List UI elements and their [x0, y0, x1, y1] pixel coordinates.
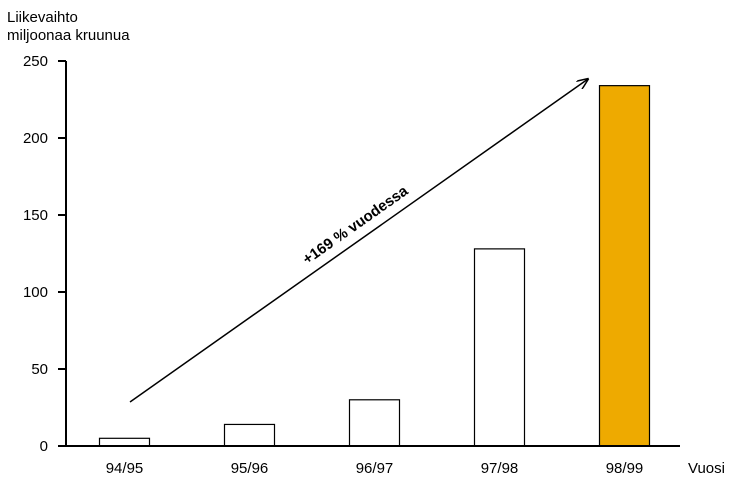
y-tick-label: 0 [40, 438, 48, 455]
x-axis-title: Vuosi [688, 460, 725, 477]
bar-97-98 [473, 248, 526, 447]
trend-arrow [129, 79, 588, 403]
x-tick-label: 98/99 [606, 460, 644, 477]
x-tick-label: 96/97 [356, 460, 394, 477]
x-tick-label: 97/98 [481, 460, 519, 477]
bar-95-96 [223, 423, 276, 447]
y-tick-label: 250 [23, 53, 48, 70]
growth-annotation: +169 % vuodessa [300, 182, 412, 268]
y-tick-label: 100 [23, 284, 48, 301]
x-tick-label: 95/96 [231, 460, 269, 477]
bar-98-99 [598, 85, 651, 447]
x-tick-label: 94/95 [106, 460, 144, 477]
y-axis-title: Liikevaihto miljoonaa kruunua [7, 9, 130, 45]
bar-96-97 [348, 399, 401, 447]
y-tick-label: 50 [31, 361, 48, 378]
y-axis-title-line1: Liikevaihto [7, 9, 78, 26]
y-tick-label: 150 [23, 207, 48, 224]
y-tick-label: 200 [23, 130, 48, 147]
y-axis-title-line2: miljoonaa kruunua [7, 27, 130, 44]
bar-94-95 [98, 437, 151, 447]
